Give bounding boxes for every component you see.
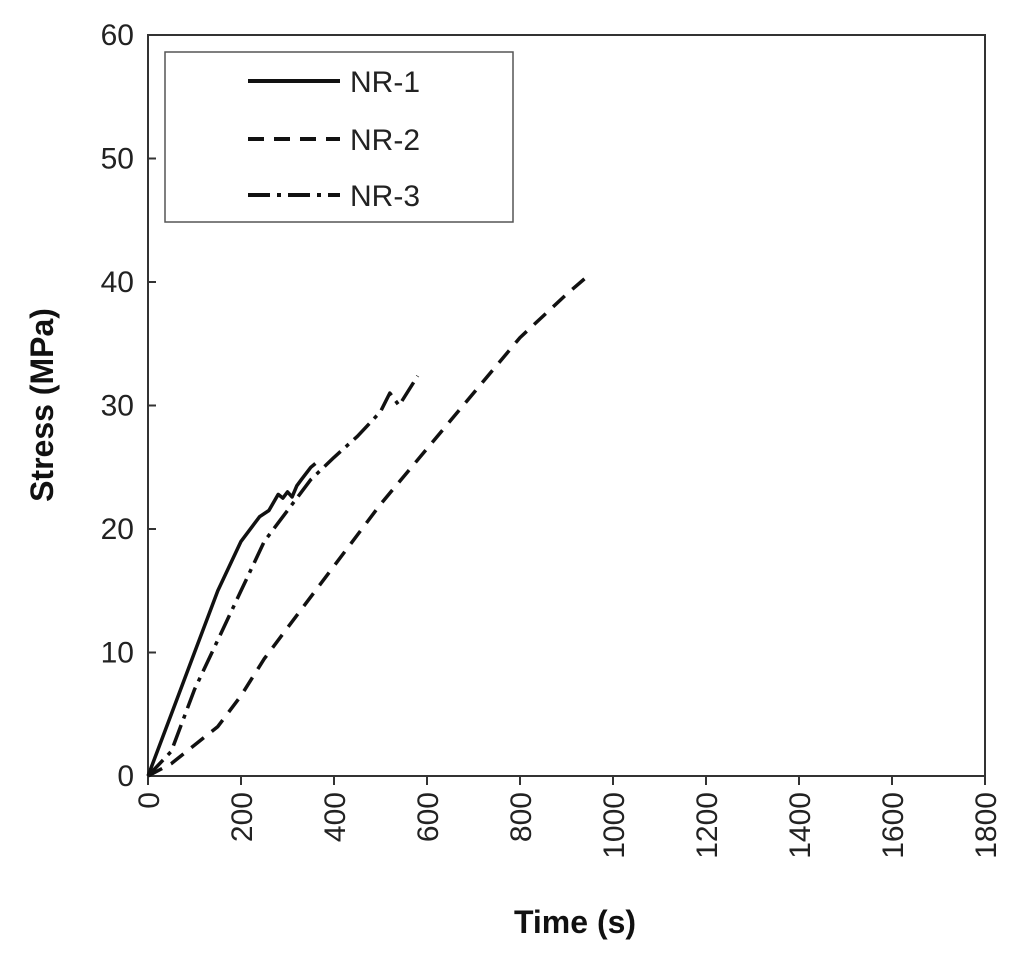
x-tick-label: 1200: [691, 792, 724, 859]
x-tick-label: 1800: [970, 792, 1003, 859]
x-axis: 0 200 400 600 800 1000 1200 1400 1600 1800: [133, 776, 1003, 859]
legend-label-nr-1: NR-1: [350, 66, 420, 99]
y-tick-label: 50: [101, 143, 134, 176]
y-tick-label: 10: [101, 637, 134, 670]
y-axis-title: Stress (MPa): [24, 308, 60, 502]
x-tick-label: 1000: [598, 792, 631, 859]
y-tick-label: 30: [101, 390, 134, 423]
x-tick-label: 600: [412, 792, 445, 842]
y-tick-label: 20: [101, 513, 134, 546]
legend: NR-1 NR-2 NR-3: [165, 52, 513, 222]
legend-label-nr-3: NR-3: [350, 180, 420, 213]
x-tick-label: 1600: [877, 792, 910, 859]
y-tick-label: 0: [117, 760, 134, 793]
y-tick-label: 60: [101, 19, 134, 52]
y-tick-label: 40: [101, 266, 134, 299]
legend-label-nr-2: NR-2: [350, 124, 420, 157]
stress-time-chart: 0 10 20 30 40 50 60 0 200 400 600 800 1000 1200 1400 1…: [0, 0, 1021, 957]
x-tick-label: 400: [319, 792, 352, 842]
x-tick-label: 200: [226, 792, 259, 842]
x-tick-label: 1400: [784, 792, 817, 859]
x-tick-label: 800: [505, 792, 538, 842]
x-tick-label: 0: [133, 792, 166, 809]
x-axis-title: Time (s): [514, 904, 636, 940]
